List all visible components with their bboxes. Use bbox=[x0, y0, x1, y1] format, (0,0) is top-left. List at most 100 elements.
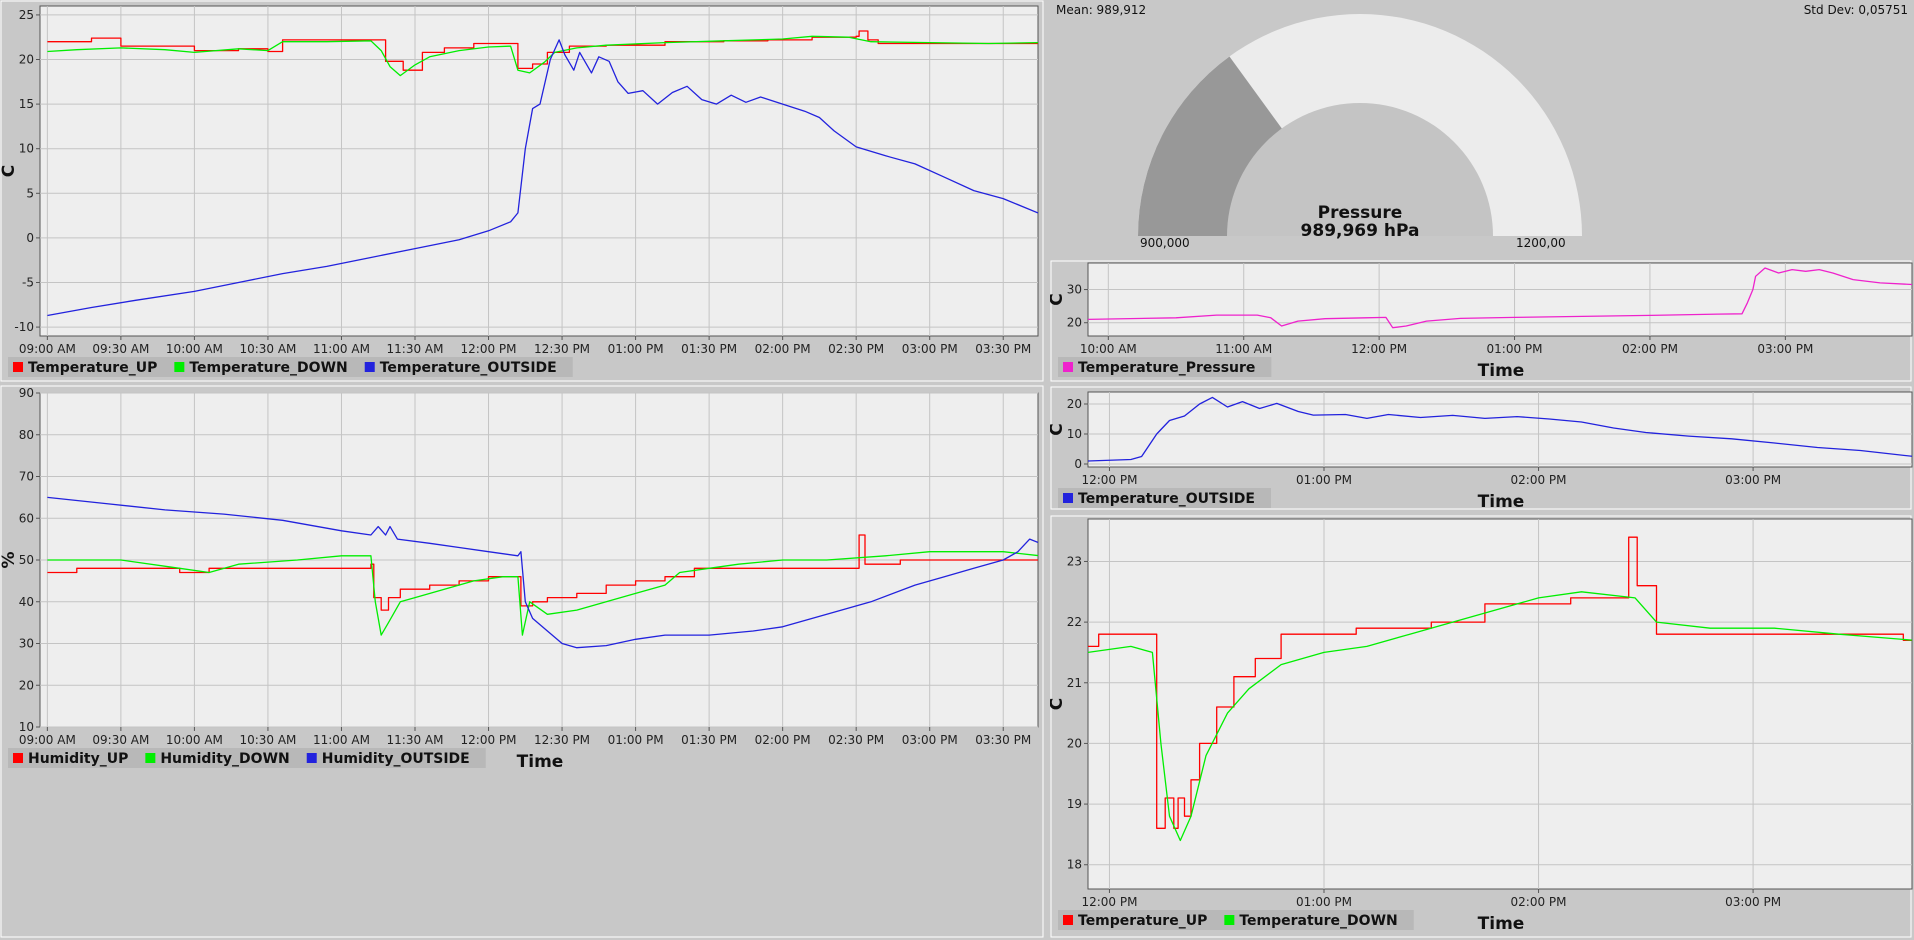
legend: Temperature_UP Temperature_DOWN Temperatur… bbox=[8, 357, 573, 377]
x-tick-label: 11:00 AM bbox=[313, 342, 370, 356]
series-line-temperature-pressure bbox=[1088, 267, 1912, 329]
x-tick-label: 02:00 PM bbox=[755, 733, 811, 747]
x-tick-label: 02:00 PM bbox=[755, 342, 811, 356]
y-axis-label: C bbox=[1050, 423, 1067, 435]
x-tick-label: 01:00 PM bbox=[1487, 342, 1543, 356]
y-tick-label: 30 bbox=[1067, 283, 1082, 297]
series-line-temperature-outside bbox=[47, 39, 1038, 317]
y-tick-label: 20 bbox=[1067, 736, 1082, 750]
x-tick-label: 11:00 AM bbox=[1215, 342, 1272, 356]
y-tick-label: 19 bbox=[1067, 797, 1082, 811]
legend-swatch bbox=[1063, 362, 1073, 372]
svg-text:Temperature_OUTSIDE: Temperature_OUTSIDE bbox=[380, 360, 557, 376]
svg-text:Humidity_OUTSIDE: Humidity_OUTSIDE bbox=[322, 751, 470, 767]
x-tick-label: 03:00 PM bbox=[1725, 473, 1781, 487]
x-tick-label: 02:00 PM bbox=[1511, 473, 1567, 487]
svg-text:Humidity_DOWN: Humidity_DOWN bbox=[160, 751, 289, 767]
svg-text:Temperature_Pressure: Temperature_Pressure bbox=[1078, 360, 1255, 376]
humidity-chart: 10 20 30 40 50 60 70 80 90 09:00 AM 09:30 AM 10:00 … bbox=[0, 385, 1044, 938]
legend-swatch bbox=[1063, 493, 1073, 503]
legend-swatch bbox=[174, 362, 185, 372]
temperature-chart: -10 -5 0 5 10 15 20 25 09:00 AM 09:30 AM 10:00 AM 1… bbox=[0, 0, 1044, 382]
y-tick-label: 18 bbox=[1067, 858, 1082, 872]
y-tick-label: 60 bbox=[19, 511, 34, 525]
x-tick-label: 01:00 PM bbox=[608, 342, 664, 356]
legend: Temperature_Pressure bbox=[1058, 357, 1272, 377]
y-tick-label: 15 bbox=[19, 97, 34, 111]
legend-swatch bbox=[306, 753, 317, 763]
y-tick-label: -10 bbox=[14, 320, 34, 334]
gauge-title: Pressure bbox=[1318, 203, 1403, 223]
series-line-temperature-down bbox=[1088, 591, 1912, 842]
gauge-min-label: 900,000 bbox=[1140, 236, 1190, 250]
y-tick-label: 0 bbox=[26, 231, 34, 245]
gauge-value: 989,969 hPa bbox=[1301, 221, 1420, 241]
gauge-max-label: 1200,00 bbox=[1516, 236, 1566, 250]
x-tick-label: 01:30 PM bbox=[681, 342, 737, 356]
y-tick-label: 5 bbox=[26, 186, 34, 200]
legend-item-humidity-up: Humidity_UP bbox=[13, 751, 128, 767]
y-tick-label: -5 bbox=[22, 275, 34, 289]
x-tick-label: 12:30 PM bbox=[534, 733, 590, 747]
series-line-temperature-up bbox=[1088, 536, 1912, 829]
y-tick-label: 30 bbox=[19, 637, 34, 651]
x-tick-label: 12:00 PM bbox=[1081, 895, 1137, 909]
x-tick-label: 12:00 PM bbox=[461, 342, 517, 356]
y-tick-label: 25 bbox=[19, 8, 34, 22]
pressure-gauge: Mean: 989,912 Std Dev: 0,05751 Pressure … bbox=[1052, 0, 1914, 252]
y-tick-label: 40 bbox=[19, 595, 34, 609]
y-tick-label: 20 bbox=[19, 53, 34, 67]
x-axis-label: Time bbox=[1478, 492, 1525, 512]
x-tick-label: 01:30 PM bbox=[681, 733, 737, 747]
y-tick-label: 90 bbox=[19, 386, 34, 400]
legend: Temperature_UP Temperature_DOWN bbox=[1058, 910, 1414, 930]
gridlines bbox=[1088, 263, 1912, 336]
svg-text:Temperature_UP: Temperature_UP bbox=[28, 360, 157, 376]
gridlines bbox=[40, 6, 1038, 336]
x-tick-label: 10:30 AM bbox=[239, 733, 296, 747]
x-tick-label: 09:00 AM bbox=[19, 342, 76, 356]
x-tick-label: 11:00 AM bbox=[313, 733, 370, 747]
x-tick-label: 12:00 PM bbox=[461, 733, 517, 747]
legend-item-temperature-down: Temperature_DOWN bbox=[174, 360, 348, 376]
svg-text:Humidity_UP: Humidity_UP bbox=[28, 751, 128, 767]
x-tick-label: 12:00 PM bbox=[1081, 473, 1137, 487]
x-tick-label: 10:00 AM bbox=[1080, 342, 1137, 356]
y-tick-label: 10 bbox=[19, 720, 34, 734]
legend-swatch bbox=[1224, 915, 1235, 925]
x-tick-label: 10:30 AM bbox=[239, 342, 296, 356]
plot-area bbox=[1087, 262, 1913, 337]
x-tick-label: 03:00 PM bbox=[1725, 895, 1781, 909]
updown-temperature-chart: 18 19 20 21 22 23 12:00 PM 01:00 PM 02:00 PM 03:0… bbox=[1050, 515, 1913, 938]
x-tick-label: 01:00 PM bbox=[1296, 473, 1352, 487]
y-axis-label: C bbox=[1050, 293, 1067, 305]
y-tick-label: 10 bbox=[1067, 427, 1082, 441]
x-tick-label: 02:00 PM bbox=[1622, 342, 1678, 356]
y-tick-label: 10 bbox=[19, 142, 34, 156]
y-tick-label: 22 bbox=[1067, 615, 1082, 629]
x-tick-label: 09:30 AM bbox=[92, 733, 149, 747]
svg-text:Temperature_UP: Temperature_UP bbox=[1078, 913, 1207, 929]
legend-item-humidity-down: Humidity_DOWN bbox=[145, 751, 290, 767]
legend-swatch bbox=[13, 362, 23, 372]
pressure-temperature-chart: 20 30 10:00 AM 11:00 AM 12:00 PM 01:00 PM 02:0… bbox=[1050, 260, 1913, 382]
x-tick-label: 02:30 PM bbox=[828, 342, 884, 356]
x-tick-label: 09:30 AM bbox=[92, 342, 149, 356]
x-axis-label: Time bbox=[517, 752, 564, 772]
plot-area bbox=[39, 5, 1039, 337]
legend-item-temperature-down: Temperature_DOWN bbox=[1224, 913, 1398, 929]
legend-swatch bbox=[1063, 915, 1073, 925]
x-tick-label: 03:30 PM bbox=[975, 733, 1031, 747]
x-tick-label: 12:00 PM bbox=[1351, 342, 1407, 356]
gauge-inner bbox=[1227, 103, 1493, 236]
gauge-mean: Mean: 989,912 bbox=[1056, 3, 1146, 17]
updown-temperature-chart-panel: 18 19 20 21 22 23 12:00 PM 01:00 PM 02:00 PM 03:0… bbox=[1050, 515, 1914, 940]
legend: Temperature_OUTSIDE bbox=[1058, 488, 1271, 508]
legend-swatch bbox=[13, 753, 23, 763]
x-tick-label: 10:00 AM bbox=[166, 733, 223, 747]
legend-item-temperature-up: Temperature_UP bbox=[13, 360, 157, 376]
y-tick-label: 0 bbox=[1074, 457, 1082, 471]
gridlines bbox=[1088, 519, 1912, 889]
series-line-humidity-down bbox=[47, 551, 1038, 636]
outside-temperature-chart-panel: 0 10 20 12:00 PM 01:00 PM 02:00 PM 03:00 PM C Ti… bbox=[1050, 386, 1914, 512]
